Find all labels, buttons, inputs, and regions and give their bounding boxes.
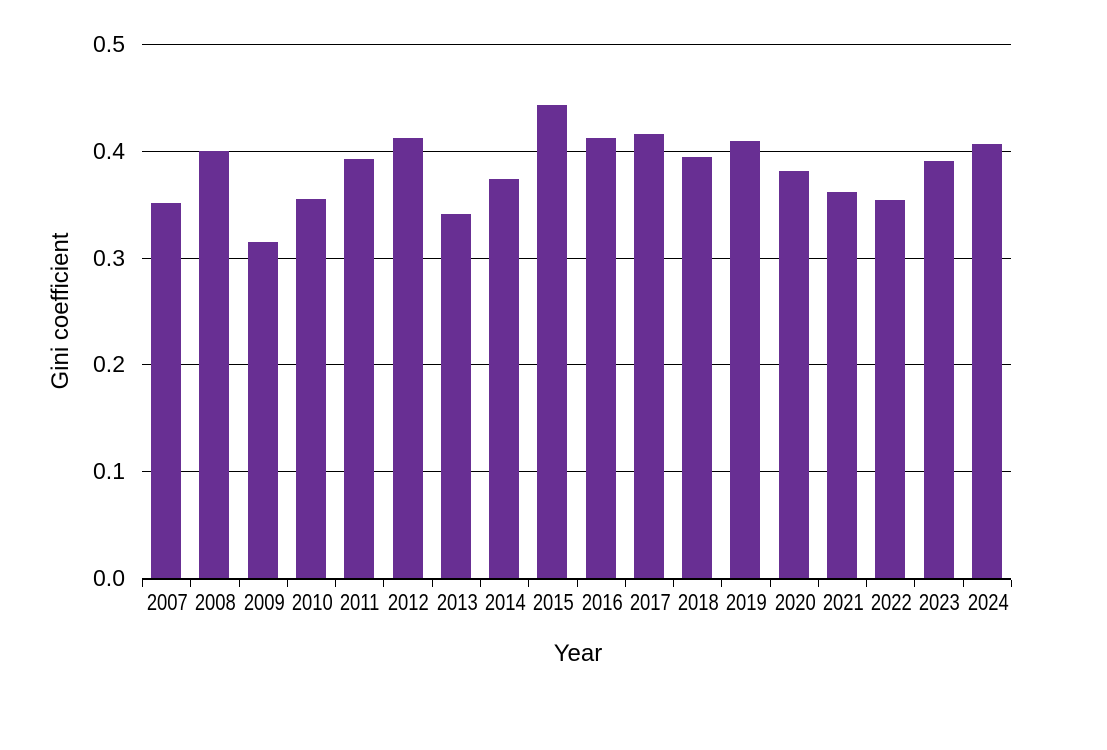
bar-2021	[827, 192, 858, 578]
y-axis-title: Gini coefficient	[47, 232, 74, 390]
x-axis-title: Year	[553, 640, 603, 667]
y-tick-label: 0.3	[93, 244, 125, 271]
x-tick-label-2020: 2020	[774, 589, 816, 615]
y-tick-label: 0.1	[93, 458, 125, 485]
x-axis-tick	[383, 580, 385, 587]
x-tick-label-2012: 2012	[388, 589, 430, 615]
x-tick-label-2017: 2017	[629, 589, 671, 615]
x-axis-tick	[673, 580, 675, 587]
plot-area	[142, 44, 1012, 587]
x-tick-label-2007: 2007	[146, 589, 188, 615]
x-axis-tick	[335, 580, 337, 587]
x-axis-tick	[866, 580, 868, 587]
gridline-0.5	[142, 44, 1011, 45]
gridline-0.2	[142, 364, 1011, 366]
y-tick-label: 0.4	[93, 137, 125, 164]
x-axis-tick	[142, 580, 143, 587]
bar-2014	[489, 178, 520, 578]
bar-2009	[247, 241, 278, 578]
bar-2016	[585, 137, 616, 578]
bar-2011	[344, 159, 375, 578]
x-axis-tick	[528, 580, 530, 587]
x-tick-label-2009: 2009	[243, 589, 285, 615]
bar-2010	[295, 198, 326, 578]
bar-2023	[923, 161, 954, 578]
gridline-0.1	[142, 471, 1011, 473]
bar-2007	[151, 203, 182, 578]
x-axis-tick	[1011, 580, 1012, 587]
x-axis-tick	[190, 580, 192, 587]
gridline-0.4	[142, 150, 1011, 152]
x-axis-tick	[962, 580, 964, 587]
bar-2008	[199, 150, 230, 578]
bar-2013	[440, 213, 471, 578]
x-axis-tick	[914, 580, 916, 587]
gridline-0.3	[142, 257, 1011, 259]
x-tick-label-2024: 2024	[967, 589, 1009, 615]
bar-2015	[537, 104, 568, 578]
x-axis-tick	[238, 580, 240, 587]
x-axis-tick	[769, 580, 771, 587]
bar-2020	[778, 171, 809, 578]
bar-2018	[682, 157, 713, 578]
x-axis-tick	[286, 580, 288, 587]
x-tick-label-2021: 2021	[822, 589, 864, 615]
x-tick-label-2011: 2011	[339, 589, 380, 615]
bar-2017	[633, 133, 664, 578]
x-tick-label-2022: 2022	[870, 589, 912, 615]
bar-2019	[730, 141, 761, 578]
x-tick-label-2015: 2015	[533, 589, 574, 615]
y-tick-label: 0.2	[93, 351, 125, 378]
bar-2012	[392, 137, 423, 578]
x-axis-tick	[479, 580, 481, 587]
bar-2022	[875, 199, 906, 578]
x-tick-label-2013: 2013	[436, 589, 478, 615]
y-tick-label: 0.5	[93, 31, 125, 57]
x-tick-label-2008: 2008	[195, 589, 237, 615]
x-tick-label-2019: 2019	[726, 589, 768, 615]
x-tick-label-2023: 2023	[919, 589, 961, 615]
x-tick-label-2016: 2016	[581, 589, 623, 615]
bar-2024	[971, 144, 1002, 578]
x-axis-tick	[817, 580, 819, 587]
x-axis-tick	[431, 580, 433, 587]
x-tick-label-2014: 2014	[484, 589, 526, 615]
x-axis-tick	[721, 580, 723, 587]
y-tick-label: 0.0	[93, 565, 125, 591]
x-axis-tick	[624, 580, 626, 587]
x-axis-tick	[576, 580, 578, 587]
x-tick-label-2018: 2018	[677, 589, 719, 615]
x-tick-label-2010: 2010	[291, 589, 333, 615]
